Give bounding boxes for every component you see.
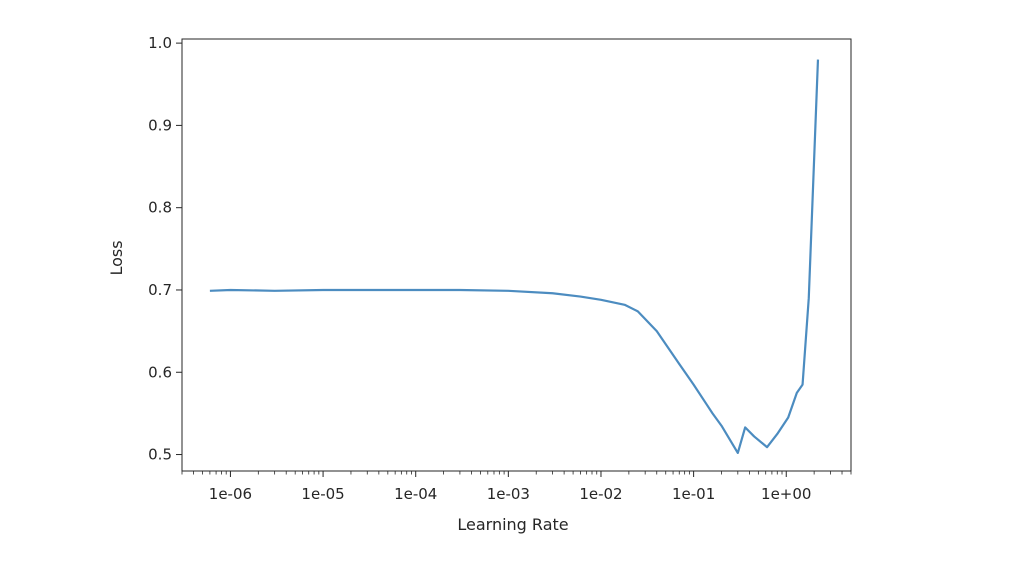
y-tick-label: 0.8 <box>148 199 172 217</box>
series-line <box>209 59 820 454</box>
x-tick-label: 1e-01 <box>672 485 715 503</box>
y-tick-label: 0.9 <box>148 116 172 134</box>
y-axis-label: Loss <box>107 240 126 275</box>
y-tick-label: 0.5 <box>148 446 172 464</box>
ticks-layer: 1e-06 1e-05 1e-04 1e-03 1e-02 1e-01 1e+00 0.5 0.… <box>148 34 852 503</box>
y-tick-label: 0.6 <box>148 363 172 381</box>
y-tick-label: 0.7 <box>148 281 172 299</box>
x-tick-label: 1e-05 <box>301 485 344 503</box>
y-tick-label: 1.0 <box>148 34 172 52</box>
x-tick-label: 1e-04 <box>394 485 437 503</box>
x-tick-label: 1e-06 <box>209 485 252 503</box>
plot-frame <box>181 38 852 472</box>
x-tick-label: 1e-02 <box>579 485 622 503</box>
x-tick-label: 1e+00 <box>761 485 811 503</box>
x-tick-label: 1e-03 <box>487 485 530 503</box>
x-axis-label: Learning Rate <box>457 515 568 534</box>
